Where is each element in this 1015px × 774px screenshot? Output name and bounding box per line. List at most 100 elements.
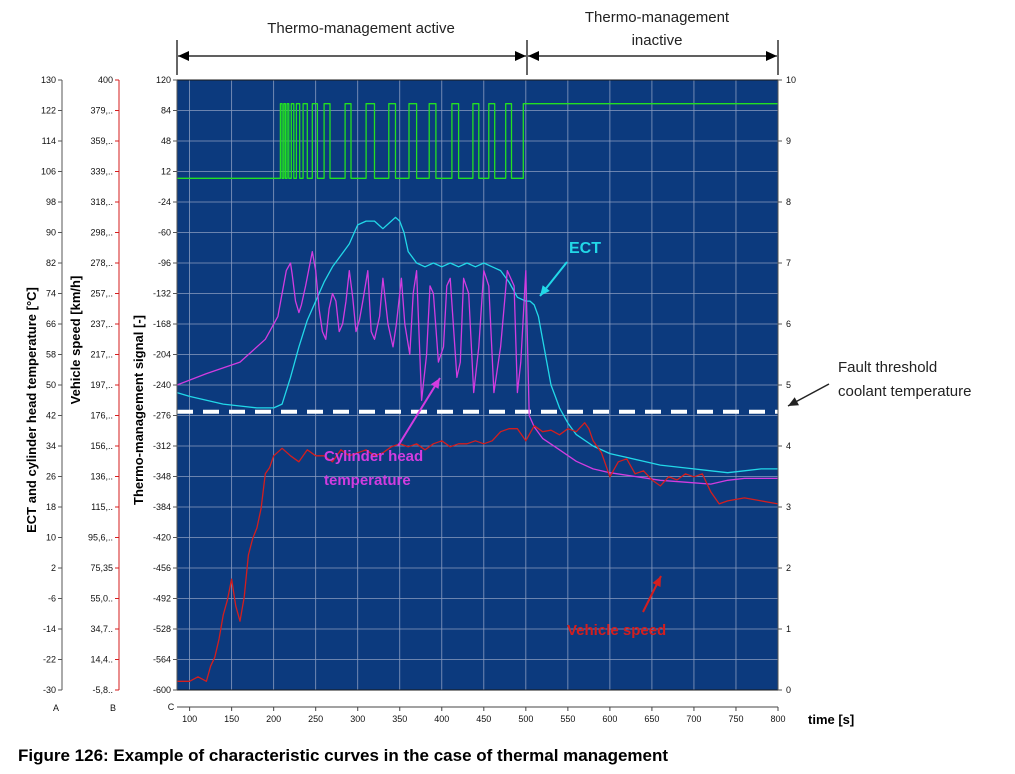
axis-letter: A: [53, 703, 59, 713]
temp-axis-tick-label: 58: [46, 350, 56, 360]
temp-axis-tick-label: 42: [46, 411, 56, 421]
speed-axis-tick-label: 115,..: [91, 502, 113, 512]
speed-axis-tick-label: 318,..: [90, 197, 113, 207]
signal-axis-tick-label: -312: [153, 441, 171, 451]
annotation-ect: ECT: [569, 240, 601, 257]
signal-axis-tick-label: -24: [158, 197, 171, 207]
vehicle-speed-arrow-head: [652, 576, 661, 587]
header-inactive-line2: inactive: [632, 32, 683, 49]
temp-axis-tick-label: 66: [46, 319, 56, 329]
fault-threshold-arrow-head: [788, 397, 799, 406]
thermo-management-signal-line: [177, 103, 778, 179]
x-tick-label: 700: [686, 714, 701, 724]
series: [176, 103, 779, 682]
speed-axis-tick-label: 197,..: [90, 380, 113, 390]
signal-axis-label: Thermo-management signal [-]: [131, 315, 146, 505]
cylinder-head-arrow-shaft: [397, 377, 441, 447]
temp-axis-tick-label: -14: [43, 624, 56, 634]
signal-axis-tick-label: -528: [153, 624, 171, 634]
right-axis-tick-label: 0: [786, 685, 791, 695]
x-tick-label: 550: [560, 714, 575, 724]
cylinder-head-arrow-head: [430, 378, 440, 389]
signal-axis-tick-label: -348: [153, 472, 171, 482]
ect-line: [176, 216, 778, 474]
speed-axis-tick-label: 156,..: [90, 441, 113, 451]
temp-axis-tick-label: -30: [43, 685, 56, 695]
temp-axis-tick-label: 130: [41, 75, 56, 85]
x-tick-label: 150: [224, 714, 239, 724]
speed-axis-tick-label: 257,..: [90, 289, 113, 299]
temp-axis-tick-label: 26: [46, 472, 56, 482]
temp-axis-tick-label: -22: [43, 655, 56, 665]
annotations: ECT Cylinder head temperature Vehicle sp…: [324, 240, 971, 639]
annotation-cylinder-head-line1: Cylinder head: [324, 448, 423, 465]
temp-axis-tick-label: 10: [46, 533, 56, 543]
ect-arrow-head: [540, 285, 550, 296]
temp-axis-tick-label: 50: [46, 380, 56, 390]
figure-caption: Figure 126: Example of characteristic cu…: [18, 746, 669, 765]
temp-axis-tick-label: -6: [48, 594, 56, 604]
header-active: Thermo-management active: [267, 20, 455, 37]
annotation-fault-line1: Fault threshold: [838, 359, 937, 376]
signal-axis-tick-label: -456: [153, 563, 171, 573]
right-axis-tick-label: 9: [786, 136, 791, 146]
signal-axis-tick-label: -204: [153, 350, 171, 360]
speed-axis-tick-label: 136,..: [90, 472, 113, 482]
right-axis-tick-label: 8: [786, 197, 791, 207]
signal-axis-tick-label: 12: [161, 167, 171, 177]
annotation-vehicle-speed: Vehicle speed: [567, 622, 666, 639]
speed-axis-tick-label: 75,35: [90, 563, 113, 573]
temp-axis-tick-label: 106: [41, 167, 56, 177]
annotation-cylinder-head-line2: temperature: [324, 472, 411, 489]
speed-axis-tick-label: 278,..: [90, 258, 113, 268]
right-axis-tick-label: 5: [786, 380, 791, 390]
speed-axis-tick-label: 14,4..: [90, 655, 113, 665]
right-axis-tick-label: 3: [786, 502, 791, 512]
signal-axis-tick-label: -564: [153, 655, 171, 665]
x-axis-label: time [s]: [808, 712, 854, 727]
speed-axis-tick-label: 95,6,..: [88, 533, 113, 543]
signal-axis-tick-label: 48: [161, 136, 171, 146]
active-span-arrow-head-left: [178, 51, 189, 61]
speed-axis-tick-label: 237,..: [90, 319, 113, 329]
x-tick-label: 350: [392, 714, 407, 724]
speed-axis-tick-label: 379,..: [90, 106, 113, 116]
speed-axis-tick-label: 176,..: [90, 411, 113, 421]
right-axis-tick-label: 10: [786, 75, 796, 85]
speed-axis-tick-label: 34,7..: [90, 624, 113, 634]
right-axis-tick-label: 6: [786, 319, 791, 329]
temp-axis-tick-label: 74: [46, 289, 56, 299]
signal-axis-tick-label: -600: [153, 685, 171, 695]
x-tick-label: 450: [476, 714, 491, 724]
x-tick-label: 800: [770, 714, 785, 724]
temp-axis-tick-label: 82: [46, 258, 56, 268]
temp-axis-tick-label: 122: [41, 106, 56, 116]
signal-axis-tick-label: -276: [153, 411, 171, 421]
inactive-span-arrow-head-right: [766, 51, 777, 61]
speed-axis-tick-label: 339,..: [90, 167, 113, 177]
speed-axis-tick-label: 217,..: [90, 350, 113, 360]
signal-axis-tick-label: -132: [153, 289, 171, 299]
axis-letter: C: [168, 702, 175, 712]
x-tick-label: 250: [308, 714, 323, 724]
x-tick-label: 300: [350, 714, 365, 724]
vehicle-speed-line: [177, 422, 779, 682]
temp-axis-tick-label: 90: [46, 228, 56, 238]
right-axis-tick-label: 4: [786, 441, 791, 451]
x-tick-label: 100: [182, 714, 197, 724]
signal-axis-tick-label: -168: [153, 319, 171, 329]
temp-axis-tick-label: 2: [51, 563, 56, 573]
speed-axis-tick-label: -5,8..: [92, 685, 113, 695]
signal-axis-tick-label: -420: [153, 533, 171, 543]
signal-axis-tick-label: -96: [158, 258, 171, 268]
x-tick-label: 600: [602, 714, 617, 724]
speed-axis-label: Vehicle speed [km/h]: [68, 276, 83, 405]
speed-axis-tick-label: 400: [98, 75, 113, 85]
x-tick-label: 750: [728, 714, 743, 724]
x-tick-label: 400: [434, 714, 449, 724]
temp-axis-label: ECT and cylinder head temperature [°C]: [24, 287, 39, 533]
right-axis-tick-label: 2: [786, 563, 791, 573]
grid: [176, 79, 779, 691]
x-tick-label: 200: [266, 714, 281, 724]
temp-axis-tick-label: 18: [46, 502, 56, 512]
